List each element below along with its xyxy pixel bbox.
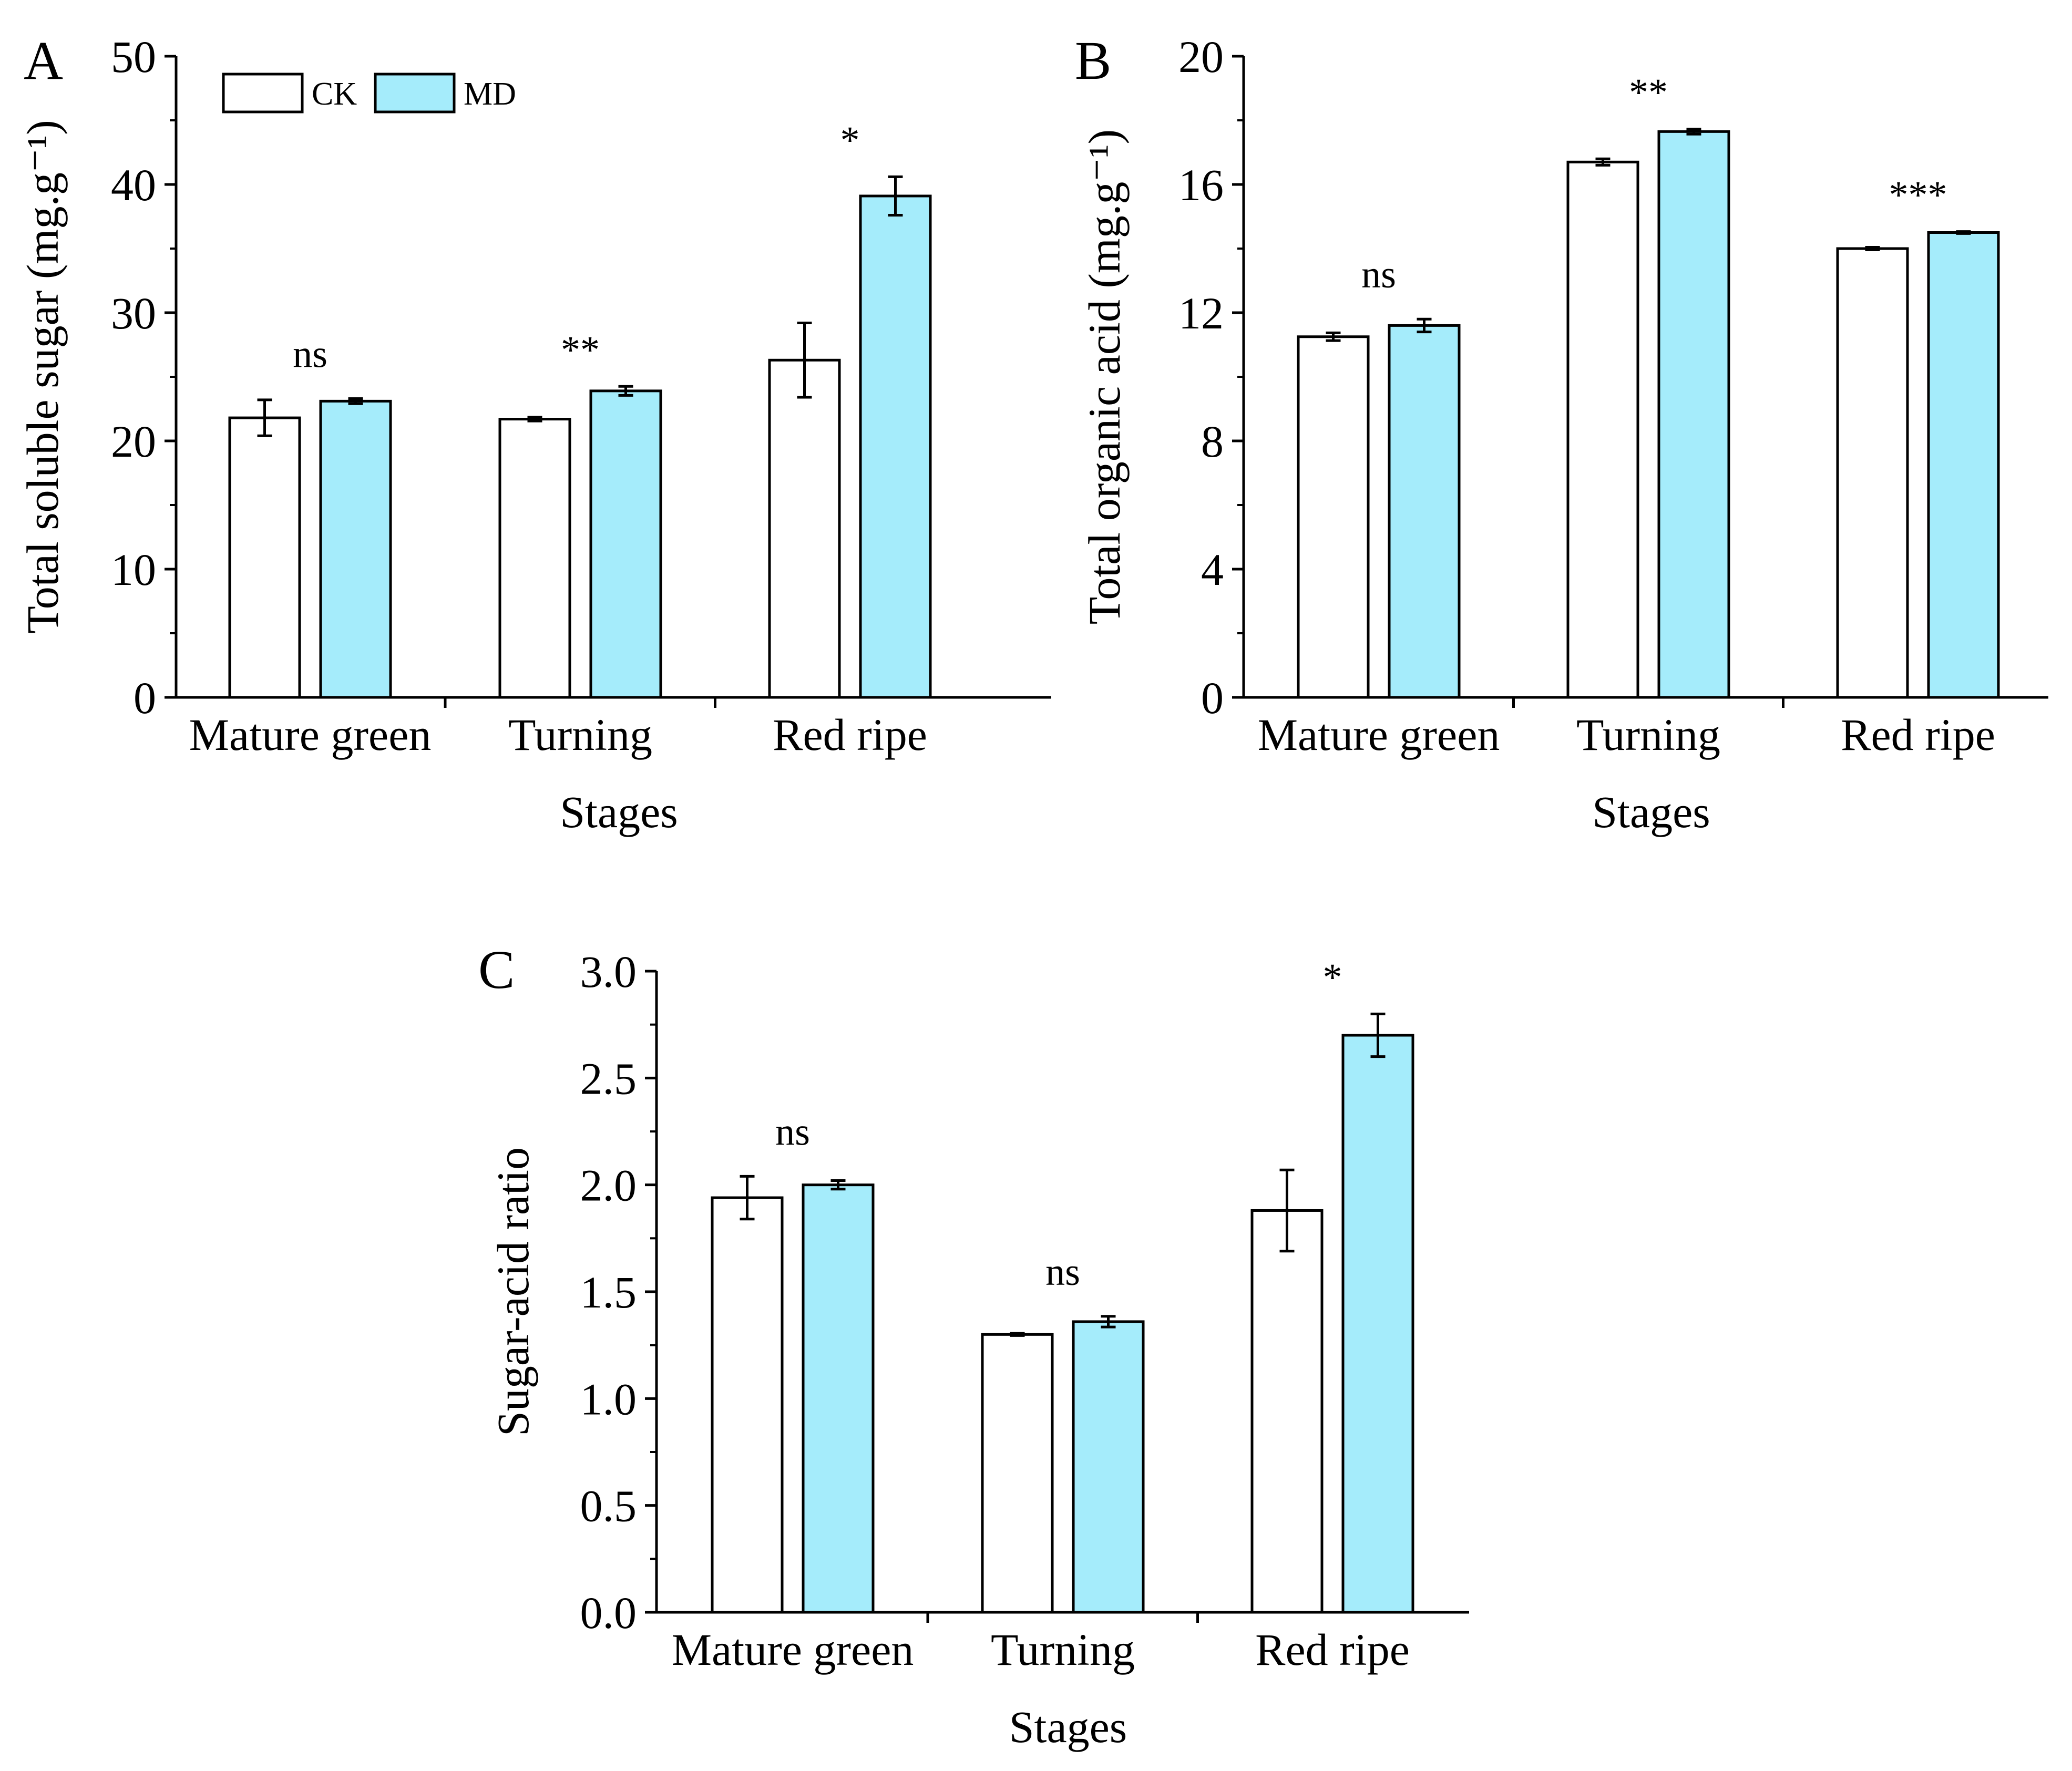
y-tick-label: 12 [1178, 288, 1224, 338]
y-tick-label: 50 [111, 32, 156, 82]
category-label: Turning [1576, 709, 1720, 760]
significance-label: ** [561, 328, 600, 372]
legend: CK MD [222, 73, 516, 114]
bar-ck [981, 1333, 1054, 1614]
bar-ck [711, 1196, 784, 1614]
y-axis-title: Total organic acid (mg.g⁻¹) [1079, 129, 1130, 624]
bar-md [1927, 231, 2000, 699]
y-tick-label: 0 [134, 673, 156, 723]
bar-ck [228, 416, 301, 699]
category-label: Mature green [189, 709, 432, 760]
panel-c: 0.0 0.5 1.0 1.5 2.0 2.5 3.0 ns Mature green ns Tur… [478, 940, 1469, 1752]
x-axis-title: Stages [1592, 787, 1710, 837]
y-axis-title: Sugar-acid ratio [488, 1147, 538, 1436]
panel-b: 0 4 8 12 16 20 ns Mature green ** Turning *** Red r… [1075, 30, 2048, 837]
panel-letter: B [1075, 30, 1111, 91]
panel-letter: C [478, 940, 515, 1000]
y-tick-label: 40 [111, 160, 156, 210]
panel-letter: A [24, 30, 63, 91]
significance-label: ** [1629, 71, 1668, 114]
significance-label: * [1323, 956, 1342, 999]
y-tick-label: 8 [1201, 416, 1224, 467]
significance-label: ns [1361, 253, 1396, 296]
legend-label-ck: CK [312, 76, 357, 112]
category-label: Red ripe [773, 709, 927, 760]
y-tick-label: 30 [111, 288, 156, 338]
y-tick-label: 10 [111, 544, 156, 595]
bar-ck [768, 358, 841, 699]
bar-md [1341, 1034, 1414, 1614]
y-tick-label: 0 [1201, 673, 1224, 723]
bar-md [1072, 1320, 1145, 1614]
significance-label: * [840, 119, 860, 162]
y-tick-label: 0.0 [580, 1588, 637, 1638]
significance-label: *** [1889, 174, 1947, 217]
bar-ck [498, 418, 571, 699]
significance-label: ns [1045, 1251, 1080, 1294]
bar-md [589, 389, 662, 699]
bar-md [319, 399, 392, 699]
panel-a: 0 10 20 30 40 50 ns Mature green ** Turning * Red r… [17, 30, 1051, 837]
y-tick-label: 20 [1178, 32, 1224, 82]
legend-label-md: MD [464, 76, 516, 112]
y-tick-label: 0.5 [580, 1481, 637, 1531]
bar-md [1388, 324, 1461, 699]
category-label: Red ripe [1255, 1624, 1410, 1675]
y-tick-label: 1.5 [580, 1267, 637, 1317]
legend-swatch-ck [222, 73, 304, 114]
bar-ck [1250, 1209, 1324, 1614]
bar-ck [1836, 247, 1909, 699]
significance-label: ns [775, 1110, 810, 1154]
category-label: Turning [991, 1624, 1135, 1675]
y-tick-label: 1.0 [580, 1374, 637, 1424]
y-tick-label: 2.0 [580, 1160, 637, 1211]
bar-md [1657, 130, 1730, 699]
y-tick-label: 20 [111, 416, 156, 467]
category-label: Turning [508, 709, 652, 760]
bar-md [802, 1183, 875, 1614]
bar-ck [1297, 335, 1370, 699]
y-tick-label: 2.5 [580, 1053, 637, 1104]
x-axis-title: Stages [1009, 1702, 1127, 1752]
bar-ck [1566, 160, 1639, 699]
y-tick-label: 16 [1178, 160, 1224, 210]
x-axis-title: Stages [560, 787, 678, 837]
bar-md [859, 194, 932, 699]
legend-swatch-md [374, 73, 456, 114]
significance-label: ns [293, 333, 327, 376]
y-tick-label: 3.0 [580, 946, 637, 997]
y-axis-title: Total soluble sugar (mg.g⁻¹) [17, 120, 68, 634]
category-label: Mature green [672, 1624, 914, 1675]
category-label: Red ripe [1841, 709, 1995, 760]
y-tick-label: 4 [1201, 544, 1224, 595]
category-label: Mature green [1258, 709, 1500, 760]
